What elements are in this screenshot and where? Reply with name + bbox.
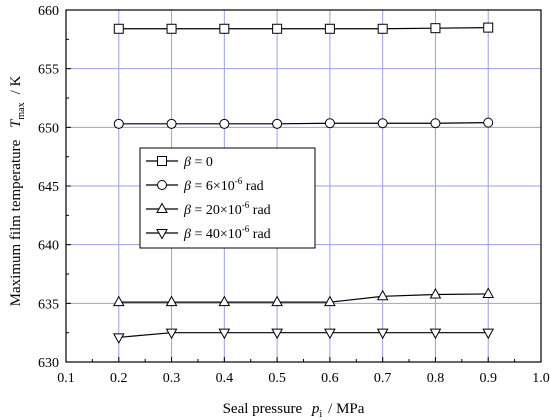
legend-marker: [156, 202, 168, 213]
data-point: [429, 328, 442, 340]
x-tick-label: 0.3: [163, 371, 181, 386]
x-axis-title: Seal pressure pi / MPa: [223, 401, 365, 420]
series-3: [112, 328, 495, 344]
series-line: [118, 332, 489, 338]
data-point: [218, 328, 231, 340]
x-tick-label: 0.4: [216, 371, 234, 386]
legend-label: β = 40×10-6 rad: [183, 224, 271, 242]
data-point: [166, 23, 177, 34]
data-point: [165, 328, 178, 340]
data-point: [271, 328, 283, 340]
data-point: [219, 118, 230, 129]
y-tick-label: 655: [38, 63, 59, 78]
legend-label: β = 20×10-6 rad: [183, 200, 271, 218]
data-point: [324, 328, 336, 340]
data-point: [377, 118, 388, 129]
data-point: [483, 117, 494, 128]
data-point: [430, 23, 441, 34]
y-tick-label: 660: [38, 4, 59, 19]
series-line: [118, 27, 489, 30]
x-tick-label: 0.7: [374, 371, 392, 386]
data-point: [377, 23, 388, 34]
x-tick-label: 1.0: [532, 371, 550, 386]
data-point: [218, 295, 231, 307]
series-1: [113, 117, 494, 129]
data-point: [376, 289, 389, 301]
y-tick-label: 650: [38, 121, 59, 136]
series-2: [112, 287, 495, 307]
x-tick-label: 0.9: [479, 371, 497, 386]
legend-label: β = 0: [183, 155, 213, 170]
legend-box: [139, 147, 316, 249]
data-point: [219, 23, 230, 34]
legend-marker: [157, 180, 167, 190]
legend: β = 0 β = 6×10-6 rad β = 20×10-6 rad β = 40…: [139, 147, 316, 249]
data-point: [324, 295, 336, 307]
data-point: [324, 118, 335, 129]
data-point: [324, 23, 335, 34]
x-tick-label: 0.8: [427, 371, 445, 386]
legend-entry: β = 40×10-6 rad: [146, 224, 271, 242]
x-tick-label: 0.5: [268, 371, 286, 386]
data-point: [482, 287, 495, 298]
data-point: [166, 118, 177, 129]
x-tick-label: 0.2: [110, 371, 128, 386]
series-layer: [112, 22, 495, 344]
data-point: [272, 118, 283, 129]
y-tick-label: 635: [38, 297, 59, 312]
x-tick-labels: 0.1 0.2 0.3 0.4 0.5 0.6 0.7 0.8 0.9 1.0: [57, 371, 550, 386]
data-point: [113, 118, 124, 129]
data-point: [429, 288, 442, 299]
data-point: [112, 295, 125, 307]
legend-entry: β = 6×10-6 rad: [146, 176, 264, 194]
data-point: [483, 22, 494, 33]
data-point: [430, 118, 441, 129]
y-tick-label: 630: [38, 356, 59, 371]
legend-entry: β = 0: [146, 155, 213, 170]
series-line: [118, 293, 489, 303]
data-point: [482, 328, 495, 340]
legend-marker: [157, 156, 167, 166]
y-tick-labels: 630 635 640 645 650 655 660: [38, 4, 59, 371]
data-point: [271, 295, 283, 307]
y-tick-label: 645: [38, 180, 59, 195]
data-point: [113, 23, 124, 34]
data-point: [112, 333, 125, 344]
legend-entry: β = 20×10-6 rad: [146, 200, 271, 218]
x-tick-label: 0.1: [57, 371, 75, 386]
y-axis-title: Maximum film temperature Tmax/ K: [8, 75, 27, 306]
data-point: [272, 23, 283, 34]
x-tick-label: 0.6: [321, 371, 339, 386]
y-tick-label: 640: [38, 239, 59, 254]
series-0: [113, 22, 494, 34]
legend-marker: [156, 229, 168, 240]
legend-label: β = 6×10-6 rad: [183, 176, 264, 194]
series-line: [118, 122, 489, 125]
data-point: [376, 328, 389, 340]
ticks: [65, 9, 542, 363]
data-point: [165, 295, 178, 307]
